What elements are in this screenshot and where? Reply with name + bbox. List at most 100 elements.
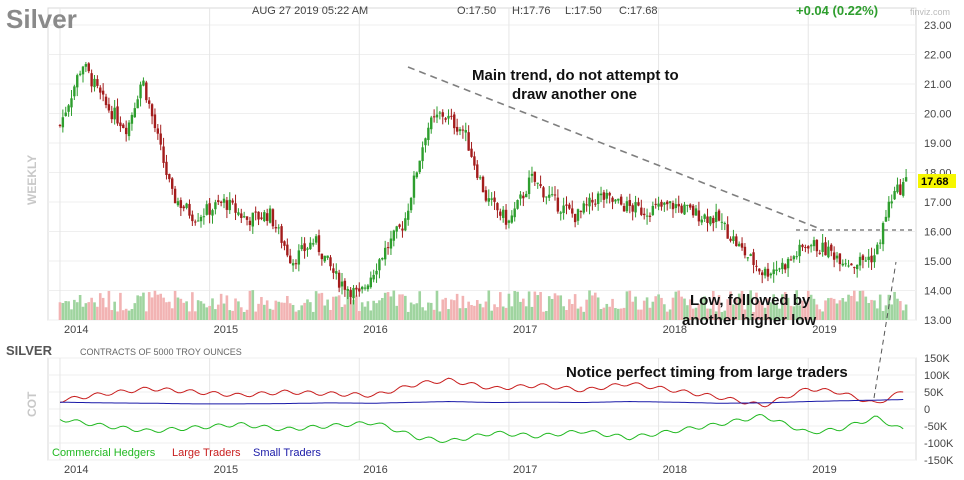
volume-bar (501, 306, 505, 320)
candle-body (904, 177, 908, 182)
volume-bar (450, 299, 453, 320)
candle-body (565, 204, 568, 206)
candle-body (640, 207, 643, 215)
candle-body (876, 244, 879, 255)
candle-body (176, 201, 180, 206)
candle-body (507, 220, 511, 223)
volume-bar (697, 303, 701, 320)
price-tick-label: 20.00 (924, 109, 952, 121)
volume-bar (61, 302, 65, 320)
candle-body (689, 204, 692, 208)
candle-body (136, 99, 139, 109)
volume-bar (121, 310, 125, 320)
candle-body (743, 246, 747, 256)
volume-bar (415, 303, 419, 320)
candle-body (182, 206, 185, 209)
candle-body (93, 78, 96, 88)
volume-bar (478, 303, 482, 320)
volume-bar (484, 301, 488, 320)
volume-bar (481, 307, 485, 320)
candle-body (798, 244, 801, 257)
candle-body (228, 199, 231, 211)
volume-bar (452, 300, 456, 320)
candle-body (579, 210, 583, 212)
candle-body (360, 286, 364, 290)
candle-body (807, 246, 810, 249)
candle-body (599, 193, 603, 196)
candle-body (222, 198, 226, 203)
candle-body (191, 214, 194, 222)
candle-body (369, 277, 372, 288)
candle-body (81, 66, 85, 75)
candle-body (61, 117, 65, 128)
volume-bar (706, 308, 709, 320)
volume-bar (280, 302, 283, 320)
volume-bar (337, 295, 341, 320)
volume-bar (809, 294, 813, 320)
candle-body (349, 289, 352, 297)
volume-bar (412, 304, 416, 320)
candle-body (539, 184, 542, 187)
candle-body (219, 201, 223, 203)
candle-body (237, 212, 240, 215)
volume-bar (829, 297, 833, 320)
candle-body (680, 205, 683, 213)
volume-bar (191, 292, 194, 320)
brand-label: finviz.com (910, 7, 950, 17)
legend-small: Small Traders (253, 447, 321, 459)
candle-body (881, 223, 885, 245)
volume-bar (179, 298, 183, 320)
candle-body (700, 219, 703, 223)
candle-body (873, 255, 876, 263)
year-tick-label: 2016 (363, 464, 387, 476)
candle-body (76, 75, 79, 88)
candle-body (637, 202, 640, 206)
year-tick-label: 2014 (64, 324, 88, 336)
candle-body (67, 105, 70, 112)
volume-bar (162, 297, 165, 320)
candle-body (732, 236, 735, 242)
volume-bar (239, 307, 243, 320)
volume-bar (781, 294, 784, 320)
volume-bar (165, 302, 168, 320)
candle-body (585, 204, 588, 206)
year-tick-label: 2017 (513, 324, 537, 336)
candle-body (415, 172, 419, 178)
volume-bar (283, 302, 286, 320)
volume-bar (196, 300, 200, 320)
candle-body (363, 287, 367, 289)
price-tick-label: 23.00 (924, 20, 952, 32)
volume-bar (694, 307, 698, 320)
candle-body (703, 214, 706, 219)
volume-bar (216, 304, 220, 320)
candle-body (231, 200, 234, 203)
candle-body (522, 195, 525, 199)
candle-body (838, 253, 842, 265)
volume-bar (841, 298, 845, 320)
volume-bar (386, 292, 390, 320)
volume-bar (145, 311, 148, 320)
volume-bar (124, 308, 128, 320)
volume-bar (268, 308, 272, 320)
volume-bar (360, 302, 364, 320)
volume-bar (683, 298, 686, 320)
candle-body (545, 196, 548, 198)
cot-lines (59, 377, 904, 444)
candle-body (438, 112, 442, 114)
volume-bar (818, 309, 822, 320)
volume-bar (899, 301, 902, 320)
candle-body (617, 198, 620, 201)
last-price-label: 17.68 (921, 176, 949, 188)
volume-bar (778, 308, 781, 320)
volume-bar (329, 309, 332, 320)
volume-bar (231, 310, 234, 320)
candle-body (530, 173, 534, 176)
volume-bar (214, 309, 217, 320)
candle-body (775, 269, 778, 271)
volume-bar (409, 302, 413, 320)
candle-body (501, 209, 505, 218)
volume-bar (110, 310, 114, 320)
volume-bar (596, 297, 600, 320)
candle-body (588, 197, 591, 207)
volume-bar (78, 294, 82, 320)
